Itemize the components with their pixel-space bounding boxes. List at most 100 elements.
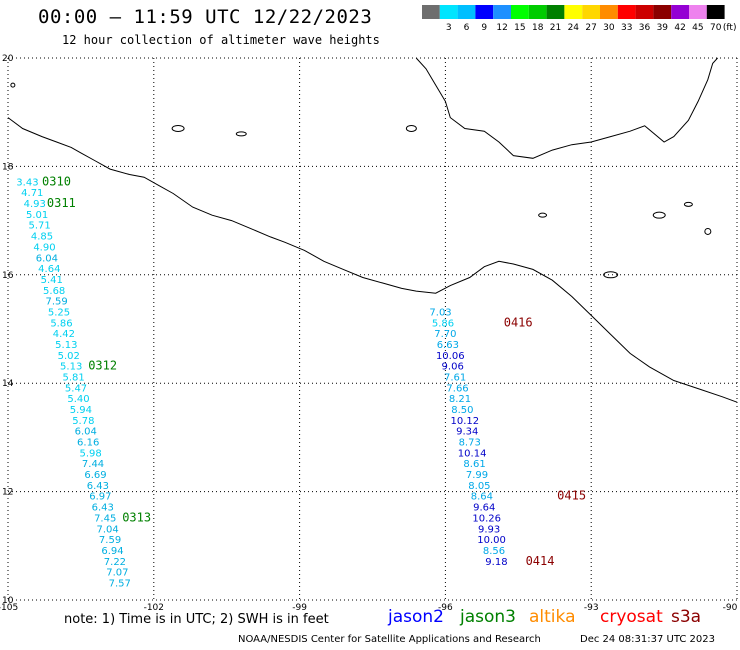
latitude-label: 16 (2, 271, 14, 281)
pass-time-label: 0311 (47, 196, 76, 210)
legend-swatch (706, 5, 725, 19)
swh-value-label: 6.94 (101, 546, 123, 557)
longitude-label: -93 (584, 603, 599, 613)
swh-value-label: 9.64 (473, 503, 495, 514)
lake-outline (683, 201, 693, 207)
swh-value-label: 10.00 (477, 535, 506, 546)
map-title: 00:00 – 11:59 UTC 12/22/2023 (38, 6, 373, 28)
legend-tick-label: 3 (446, 23, 452, 33)
latitude-label: 10 (2, 596, 14, 606)
legend-swatch (422, 5, 440, 19)
swh-value-label: 3.43 (16, 177, 38, 188)
legend-tick-label: 33 (621, 23, 632, 33)
swh-value-label: 8.64 (471, 492, 493, 503)
lake-outline (171, 124, 185, 132)
pass-time-label: 0312 (88, 359, 117, 373)
pass-time-label: 0416 (504, 315, 533, 329)
swh-value-label: 7.22 (104, 557, 126, 568)
timestamp-text: Dec 24 08:31:37 UTC 2023 (580, 634, 715, 645)
satellite-label-s3a: s3a (671, 607, 702, 627)
lake-outline (704, 227, 712, 235)
legend-unit: (ft) (723, 23, 737, 33)
swh-value-label: 7.44 (82, 459, 104, 470)
swh-value-label: 7.03 (429, 307, 451, 318)
legend-tick-label: 70 (710, 23, 722, 33)
legend-tick-label: 45 (692, 23, 703, 33)
swh-value-label: 4.42 (53, 329, 75, 340)
lake-outline (235, 131, 247, 137)
color-legend: 3 6 9 12 15 18 21 24 27 30 33 36 39 42 45 70 (ft) (422, 5, 736, 33)
swh-value-label: 5.02 (58, 351, 80, 362)
legend-swatch (528, 5, 547, 19)
swh-value-label: 5.13 (60, 362, 82, 373)
swh-value-label: 6.04 (75, 427, 97, 438)
map-subtitle: 12 hour collection of altimeter wave hei… (62, 33, 380, 47)
pass-time-label: 0415 (557, 489, 586, 503)
legend-tick-label: 42 (674, 23, 685, 33)
swh-value-label: 5.40 (67, 394, 89, 405)
swh-value-label: 8.05 (468, 481, 490, 492)
coastline (7, 57, 738, 403)
legend-tick-label: 24 (568, 23, 580, 33)
gulf-coastline (415, 57, 718, 159)
map-grid (7, 57, 738, 601)
swh-value-label: 8.56 (483, 546, 505, 557)
legend-swatch (439, 5, 458, 19)
legend-tick-label: 21 (550, 23, 561, 33)
swh-value-label: 9.93 (478, 524, 500, 535)
satellite-label-altika: altika (529, 607, 576, 627)
swh-value-label: 10.12 (451, 416, 480, 427)
swh-value-label: 10.14 (458, 448, 487, 459)
swh-value-label: 6.97 (89, 492, 111, 503)
legend-tick-label: 6 (464, 23, 470, 33)
swh-value-label: 9.18 (485, 557, 507, 568)
swh-value-label: 4.85 (31, 232, 53, 243)
swh-value-label: 7.59 (45, 297, 67, 308)
legend-swatch (635, 5, 654, 19)
pass-time-label: 0313 (122, 510, 151, 524)
swh-value-label: 10.06 (436, 351, 465, 362)
swh-value-label: 5.81 (62, 372, 84, 383)
longitude-label: -105 (0, 603, 18, 613)
legend-swatch (617, 5, 636, 19)
satellite-label-jason2: jason2 (388, 607, 444, 627)
swh-value-label: 9.34 (456, 427, 478, 438)
swh-value-label: 6.69 (84, 470, 106, 481)
swh-value-label: 5.47 (65, 383, 87, 394)
swh-value-label: 5.94 (70, 405, 92, 416)
legend-tick-label: 12 (496, 23, 507, 33)
longitude-label: -96 (438, 603, 453, 613)
longitude-label: -102 (144, 603, 164, 613)
swh-value-label: 6.16 (77, 438, 99, 449)
swh-value-label: 5.86 (50, 318, 72, 329)
pacific-coastline (7, 117, 738, 403)
legend-swatch (671, 5, 689, 19)
legend-tick-label: 27 (585, 23, 596, 33)
swh-value-label: 5.68 (43, 286, 65, 297)
swh-value-label: 5.41 (41, 275, 63, 286)
altimeter-tracks: 3.434.714.935.015.714.854.906.044.645.41… (16, 174, 586, 589)
lake-outline (405, 124, 417, 132)
swh-value-label: 5.01 (26, 210, 48, 221)
swh-value-label: 4.93 (24, 199, 46, 210)
lake-outline (603, 271, 619, 279)
legend-tick-label: 9 (481, 23, 487, 33)
legend-swatch (457, 5, 476, 19)
footer-note: note: 1) Time is in UTC; 2) SWH is in fe… (64, 612, 329, 627)
legend-swatch (689, 5, 707, 19)
legend-swatch (564, 5, 583, 19)
legend-tick-label: 15 (514, 23, 525, 33)
swh-value-label: 6.43 (92, 503, 114, 514)
swh-value-label: 8.21 (449, 394, 471, 405)
swh-value-label: 8.50 (451, 405, 473, 416)
swh-value-label: 5.86 (432, 318, 454, 329)
lake-outline (652, 211, 666, 219)
legend-swatch (493, 5, 511, 19)
swh-value-label: 7.70 (434, 329, 456, 340)
satellite-label-cryosat: cryosat (600, 607, 663, 627)
swh-value-label: 6.43 (87, 481, 109, 492)
pass-time-label: 0310 (42, 174, 71, 188)
swh-value-label: 7.59 (99, 535, 121, 546)
longitude-label: -90 (723, 603, 738, 613)
swh-value-label: 7.07 (106, 568, 128, 579)
